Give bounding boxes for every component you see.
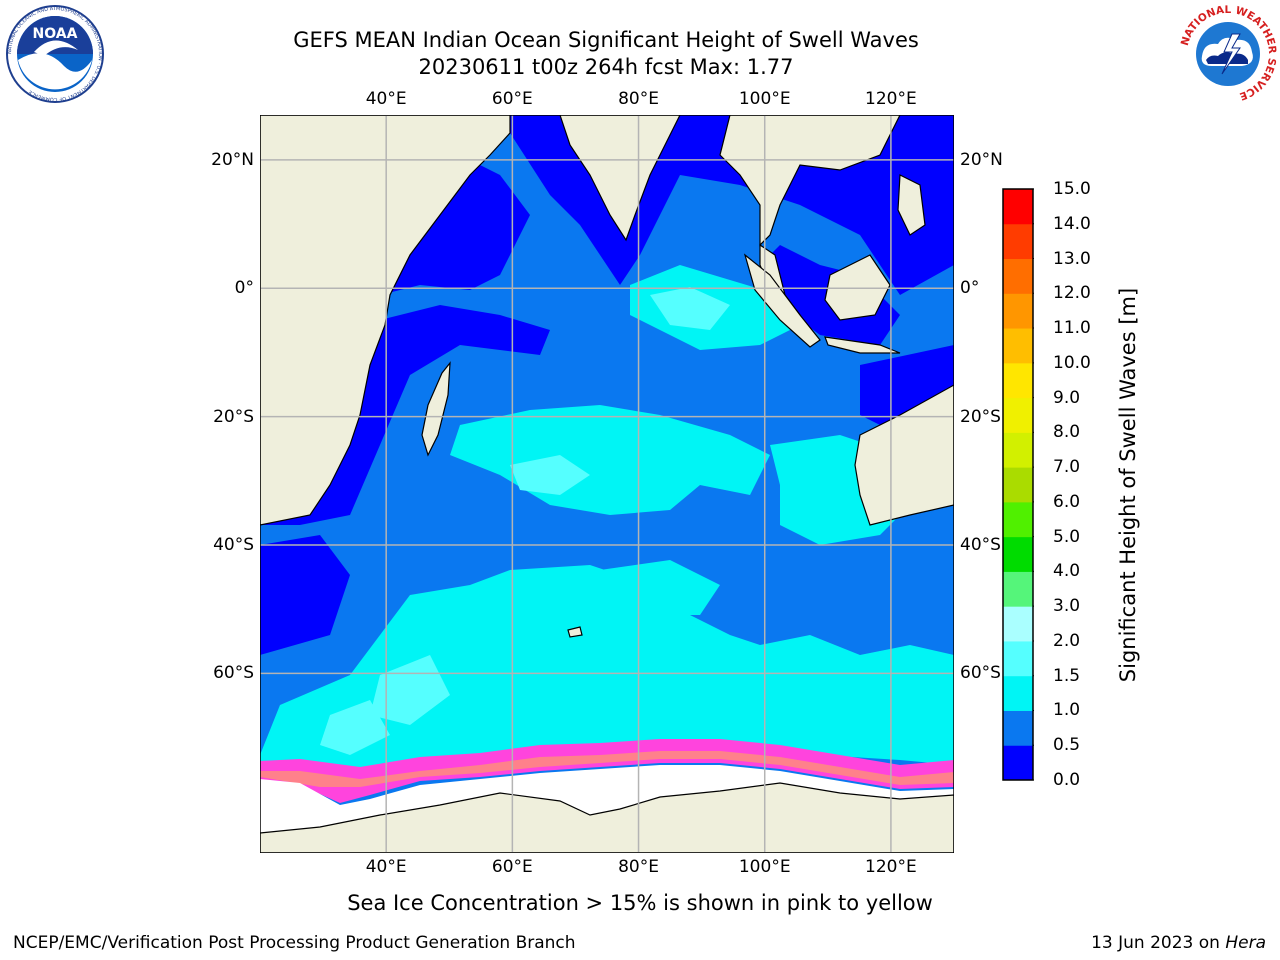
colorbar-swatch bbox=[1003, 293, 1033, 329]
sumatra bbox=[743, 253, 821, 348]
lon-tick-label-top: 40°E bbox=[365, 89, 407, 109]
credit-left: NCEP/EMC/Verification Post Processing Pr… bbox=[13, 933, 576, 953]
nws-logo: NATIONAL WEATHER SERVICE bbox=[1179, 4, 1278, 102]
lat-tick-label-right: 0° bbox=[960, 278, 980, 299]
colorbar-tick-label: 13.0 bbox=[1053, 248, 1091, 269]
australia bbox=[854, 384, 954, 526]
noaa-wordmark: NOAA bbox=[33, 26, 78, 42]
credit-right: 13 Jun 2023 on Hera bbox=[1091, 933, 1266, 953]
lon-tick-label-bottom: 100°E bbox=[738, 857, 791, 877]
colorbar-tick-label: 7.0 bbox=[1053, 457, 1081, 478]
colorbar-swatch bbox=[1003, 432, 1033, 468]
credit-machine: Hera bbox=[1225, 933, 1266, 953]
colorbar-tick-label: 11.0 bbox=[1053, 318, 1091, 339]
lon-tick-label-top: 120°E bbox=[865, 89, 917, 109]
colorbar-tick-label: 1.5 bbox=[1053, 665, 1081, 686]
philippines bbox=[897, 174, 926, 236]
lat-tick-label-right: 60°S bbox=[960, 663, 1001, 684]
colorbar-tick-label: 4.0 bbox=[1053, 561, 1081, 582]
higher-swell-patches bbox=[320, 287, 730, 755]
lon-tick-label-top: 80°E bbox=[618, 89, 659, 109]
colorbar bbox=[1002, 188, 1034, 781]
africa bbox=[260, 115, 511, 526]
colorbar-swatch bbox=[1003, 223, 1033, 260]
lon-tick-label-top: 100°E bbox=[738, 89, 791, 109]
colorbar-swatch bbox=[1003, 189, 1033, 225]
colorbar-tick-label: 12.0 bbox=[1053, 283, 1091, 304]
lat-tick-label-right: 20°N bbox=[960, 149, 1003, 170]
colorbar-swatch bbox=[1003, 745, 1033, 781]
lat-tick-label-right: 40°S bbox=[960, 534, 1001, 555]
land-masses bbox=[260, 115, 954, 853]
sea-ice-band bbox=[260, 739, 954, 803]
lon-tick-label-bottom: 40°E bbox=[365, 857, 407, 877]
colorbar-tick-label: 9.0 bbox=[1053, 387, 1081, 408]
map-gridlines bbox=[260, 115, 954, 853]
noaa-logo: NOAA NATIONAL OCEANIC AND ATMOSPHERIC AD… bbox=[6, 5, 104, 103]
colorbar-swatch bbox=[1003, 571, 1033, 607]
colorbar-swatch bbox=[1003, 675, 1033, 711]
colorbar-swatch bbox=[1003, 467, 1033, 503]
lat-tick-label-left: 20°S bbox=[213, 406, 254, 427]
colorbar-tick-label: 15.0 bbox=[1053, 179, 1091, 199]
colorbar-swatch bbox=[1003, 710, 1033, 746]
lon-tick-label-bottom: 80°E bbox=[618, 857, 659, 877]
colorbar-swatch bbox=[1003, 397, 1033, 433]
colorbar-tick-label: 0.0 bbox=[1053, 770, 1081, 790]
colorbar-swatch bbox=[1003, 258, 1033, 294]
colorbar-swatch bbox=[1003, 640, 1033, 677]
colorbar-swatch bbox=[1003, 606, 1033, 642]
swell-height-map bbox=[260, 115, 954, 853]
lat-tick-label-left: 40°S bbox=[213, 534, 254, 555]
chart-subtitle: 20230611 t00z 264h fcst Max: 1.77 bbox=[418, 55, 794, 79]
colorbar-label: Significant Height of Swell Waves [m] bbox=[1116, 287, 1140, 683]
colorbar-tick-label: 1.0 bbox=[1053, 700, 1081, 721]
lon-tick-label-bottom: 120°E bbox=[865, 857, 917, 877]
colorbar-swatch bbox=[1003, 501, 1033, 538]
java bbox=[824, 336, 901, 354]
sea-ice-footnote: Sea Ice Concentration > 15% is shown in … bbox=[347, 891, 933, 915]
credit-date: 13 Jun 2023 on bbox=[1091, 933, 1226, 953]
lat-tick-label-left: 60°S bbox=[213, 663, 254, 684]
colorbar-tick-label: 2.0 bbox=[1053, 630, 1081, 651]
colorbar-tick-label: 6.0 bbox=[1053, 491, 1081, 512]
madagascar bbox=[421, 361, 451, 457]
colorbar-swatch bbox=[1003, 536, 1033, 572]
colorbar-tick-label: 14.0 bbox=[1053, 213, 1091, 234]
lat-tick-label-left: 0° bbox=[234, 278, 254, 299]
lat-tick-label-right: 20°S bbox=[960, 406, 1001, 427]
colorbar-tick-label: 3.0 bbox=[1053, 596, 1081, 617]
colorbar-tick-label: 8.0 bbox=[1053, 422, 1081, 443]
antarctica bbox=[260, 782, 954, 853]
lon-tick-label-bottom: 60°E bbox=[491, 857, 533, 877]
colorbar-swatch bbox=[1003, 362, 1033, 399]
lon-tick-label-top: 60°E bbox=[491, 89, 533, 109]
colorbar-tick-label: 0.5 bbox=[1053, 735, 1081, 756]
borneo bbox=[824, 254, 891, 321]
colorbar-tick-label: 10.0 bbox=[1053, 352, 1091, 373]
sea-ice-edge bbox=[260, 751, 954, 787]
colorbar-tick-label: 5.0 bbox=[1053, 526, 1081, 547]
colorbar-swatch bbox=[1003, 328, 1033, 364]
kerguelen bbox=[567, 626, 583, 638]
chart-title: GEFS MEAN Indian Ocean Significant Heigh… bbox=[293, 28, 919, 52]
lat-tick-label-left: 20°N bbox=[211, 149, 254, 170]
